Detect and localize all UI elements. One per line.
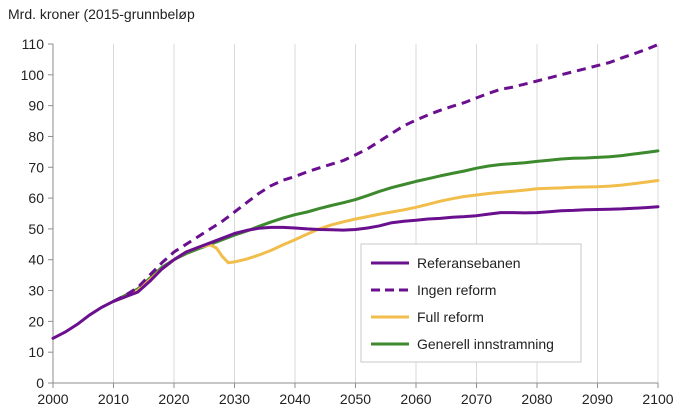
axes [48,43,659,388]
legend: Referansebanen Ingen reform Full reform Gen… [360,243,582,363]
x-tick-label: 2030 [219,391,250,407]
x-tick-label: 2010 [98,391,129,407]
x-tick-label: 2070 [461,391,492,407]
y-tick-label: 20 [28,313,44,329]
y-tick-label: 30 [28,283,44,299]
y-tick-label: 110 [22,36,45,52]
series-line-ingen-reform [112,43,659,303]
y-tick-label: 10 [28,344,44,360]
y-tick-label: 90 [28,98,44,114]
y-tick-label: 70 [28,159,44,175]
y-tick-label: 50 [28,221,44,237]
x-tick-labels: 2000 2010 2020 2030 2040 2050 2060 2070 2080 2090… [37,391,673,407]
legend-label: Referansebanen [417,255,521,271]
y-tick-label: 0 [36,375,44,391]
x-tick-label: 2090 [582,391,613,407]
x-tick-label: 2050 [340,391,371,407]
x-tick-label: 2020 [158,391,189,407]
x-tick-label: 2000 [37,391,68,407]
series-line-full-reform [112,179,660,303]
y-tick-label: 80 [28,128,44,144]
legend-label: Generell innstramning [417,336,554,352]
x-tick-label: 2100 [642,391,673,407]
y-tick-label: 60 [28,190,44,206]
legend-label: Ingen reform [417,282,496,298]
y-tick-label: 40 [28,252,44,268]
x-tick-label: 2060 [400,391,431,407]
series-lines [51,43,660,340]
legend-label: Full reform [417,309,484,325]
y-axis-title: Mrd. kroner (2015-grunnbeløp [8,6,195,22]
y-tick-label: 100 [21,67,45,83]
y-tick-labels: 0 10 20 30 40 50 60 70 80 90 100 110 [21,36,45,391]
x-tick-label: 2080 [521,391,552,407]
x-tick-label: 2040 [279,391,310,407]
series-line-referansebanen [51,205,660,340]
